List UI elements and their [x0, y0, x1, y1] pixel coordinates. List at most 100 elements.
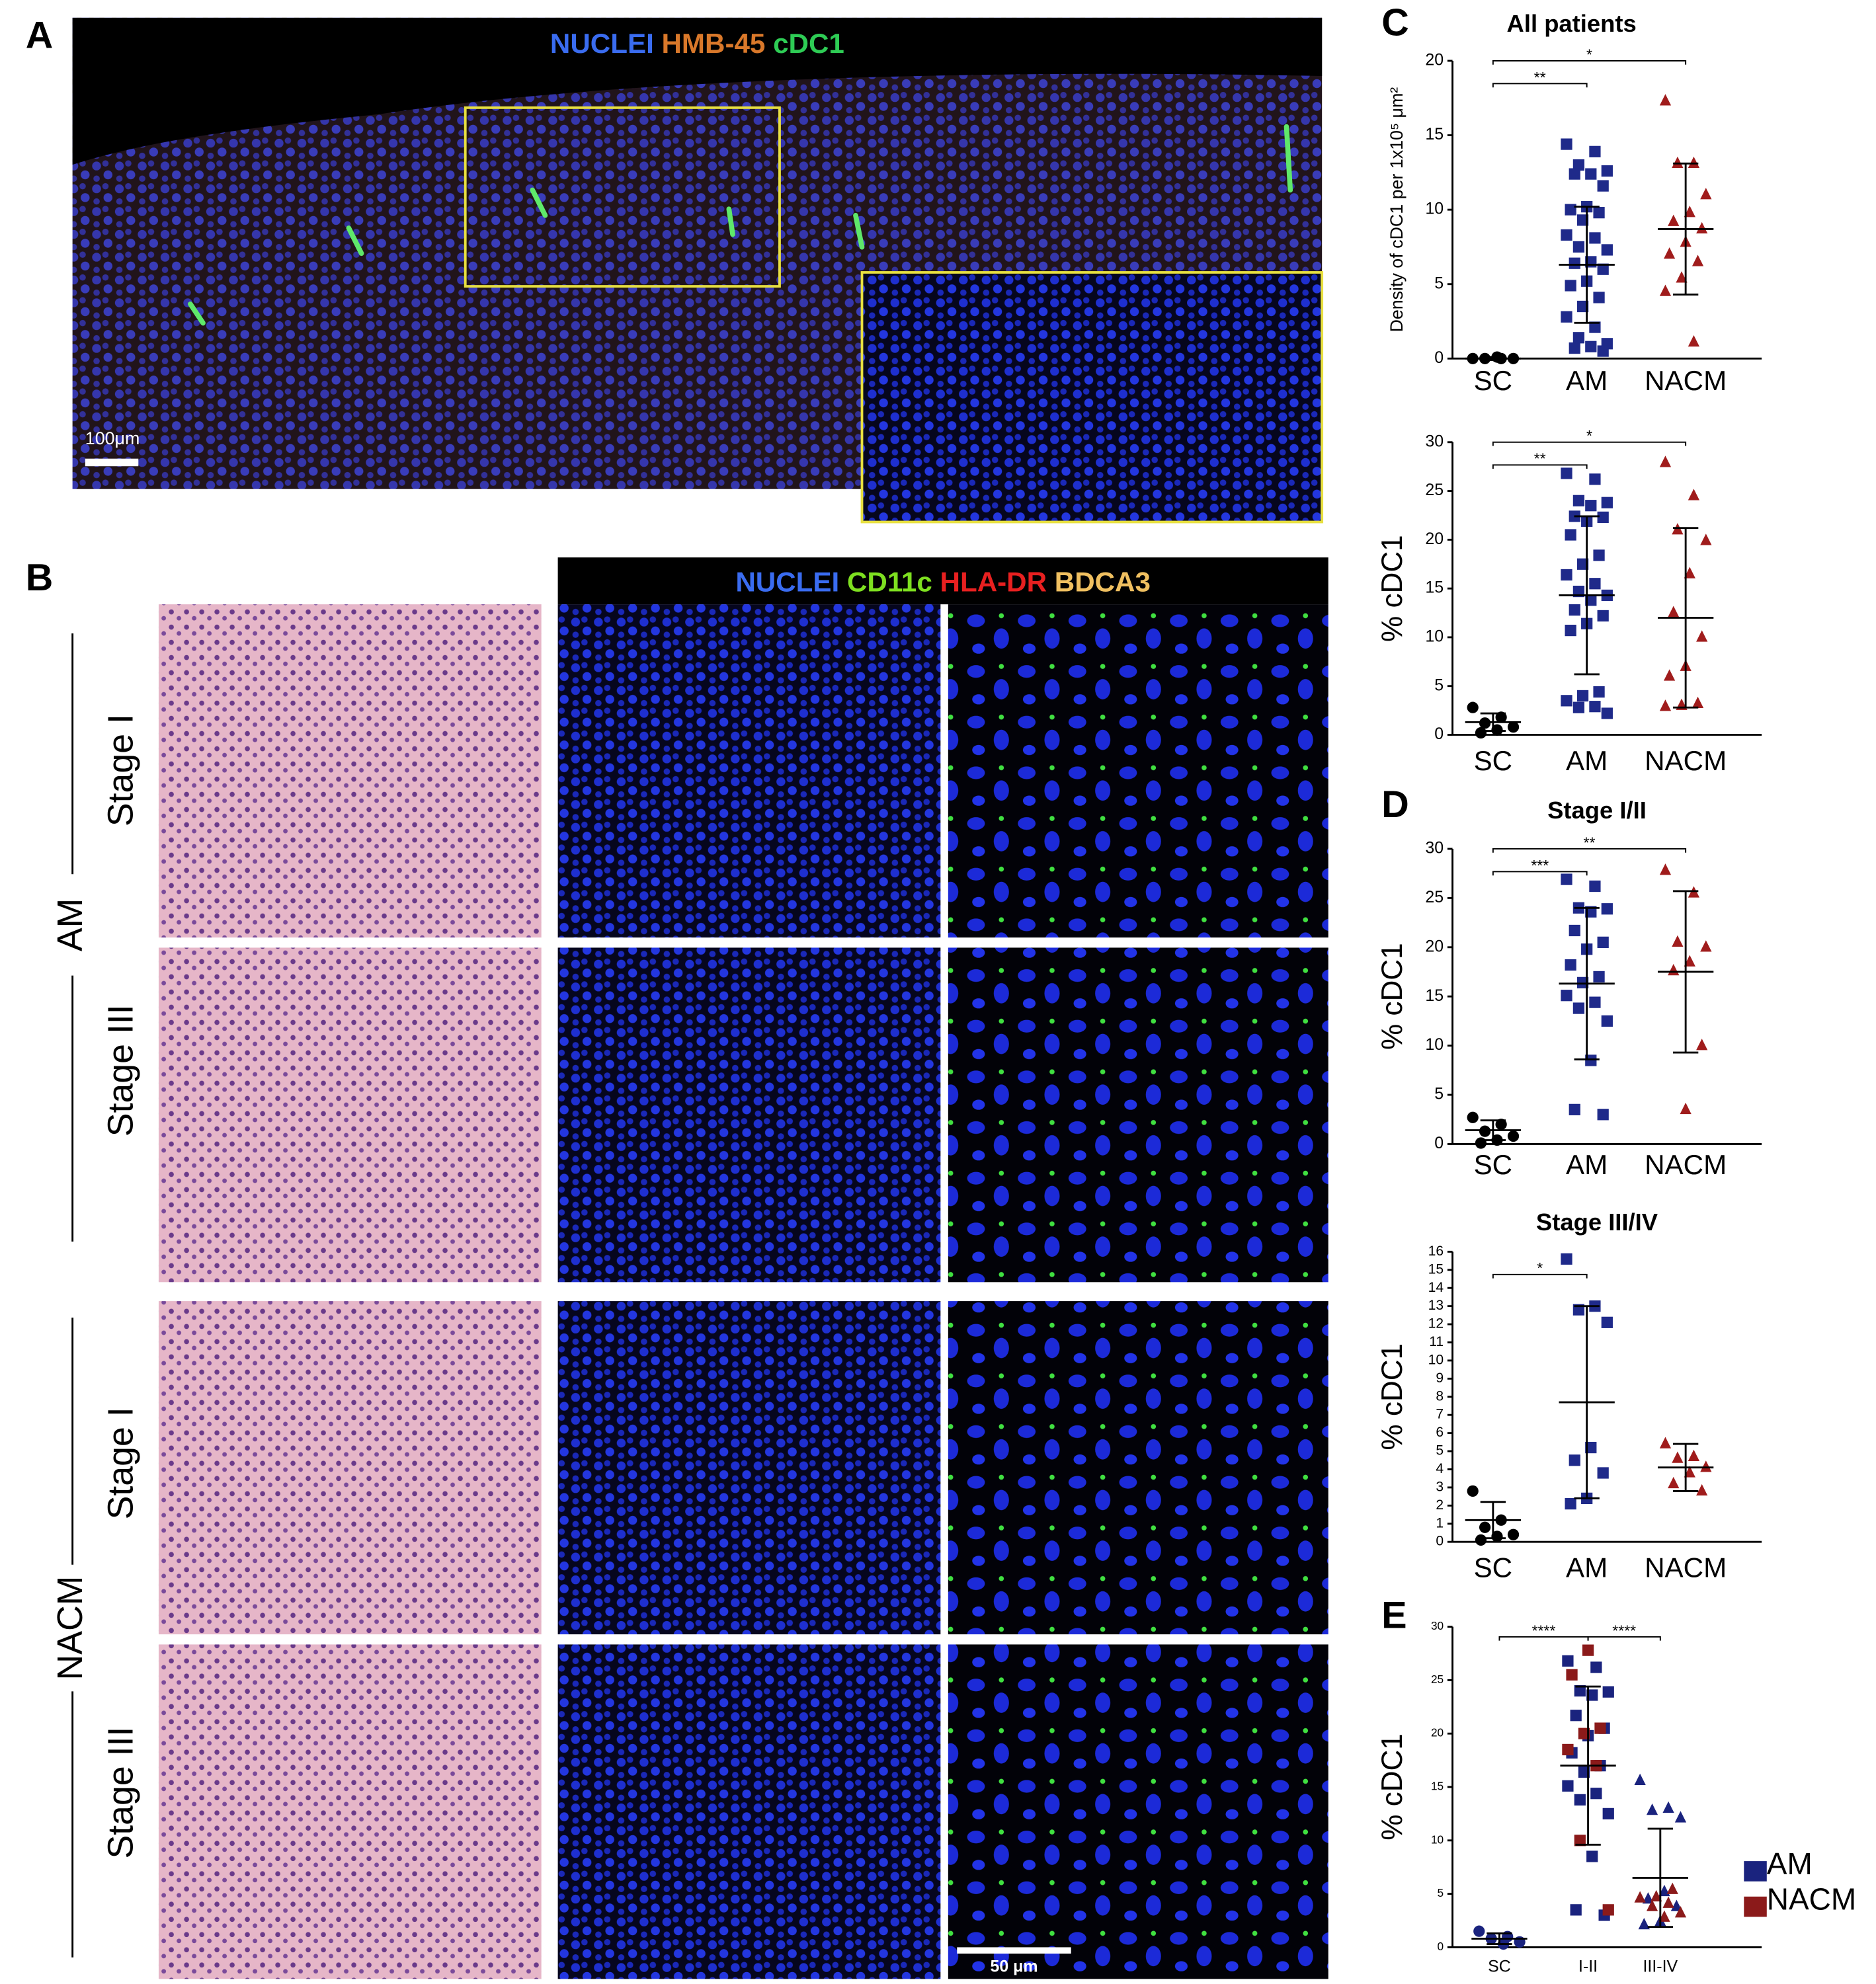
data-point: [1491, 1530, 1503, 1542]
group-label: AM: [50, 898, 90, 951]
data-point: [1578, 1727, 1590, 1739]
y-tick-label: 2: [1436, 1497, 1444, 1513]
data-point: [1585, 500, 1597, 512]
data-point: [1570, 1904, 1582, 1916]
data-point: [1561, 990, 1572, 1002]
data-point: [1659, 284, 1672, 296]
data-point: [1589, 145, 1601, 157]
data-point: [1507, 1130, 1520, 1142]
data-point: [1585, 906, 1597, 918]
row-label: Stage I: [101, 1407, 140, 1519]
micrograph-grid: [158, 604, 1328, 1979]
data-point: [1569, 924, 1580, 937]
y-tick-label: 0: [1434, 348, 1444, 367]
data-point: [1593, 292, 1605, 303]
data-point: [1578, 1766, 1590, 1778]
data-point: [1601, 165, 1613, 177]
data-point: [1562, 1780, 1574, 1792]
x-tick-label: AM: [1566, 1149, 1608, 1180]
data-point: [1692, 696, 1704, 708]
data-point: [1659, 863, 1672, 875]
scale-bar: [85, 458, 139, 467]
data-point: [1593, 207, 1605, 219]
data-point: [1561, 1253, 1572, 1265]
data-point: [1507, 721, 1520, 733]
data-point: [1507, 1528, 1520, 1540]
data-point: [1561, 467, 1572, 479]
y-tick-label: 30: [1425, 432, 1444, 450]
row-label: Stage III: [101, 1727, 140, 1859]
data-point: [1565, 280, 1576, 292]
micrograph: [948, 1644, 1328, 1979]
y-axis-label: Density of cDC1 per 1x10⁵ μm²: [1387, 87, 1407, 333]
data-point: [1593, 549, 1605, 561]
row-label: Stage I: [101, 714, 140, 826]
data-point: [1576, 690, 1589, 702]
data-point: [1674, 1906, 1687, 1918]
scale-bar: [957, 1947, 1071, 1954]
data-point: [1589, 578, 1601, 590]
y-tick-label: 15: [1428, 1261, 1444, 1277]
data-point: [1672, 1451, 1684, 1463]
data-point: [1582, 1644, 1594, 1656]
x-tick-label: AM: [1566, 1552, 1608, 1583]
y-tick-label: 30: [1431, 1619, 1444, 1632]
data-point: [1680, 1102, 1692, 1115]
data-point: [1561, 569, 1572, 581]
data-point: [1601, 903, 1613, 915]
y-tick-label: 15: [1425, 578, 1444, 597]
y-tick-label: 15: [1431, 1780, 1444, 1793]
header-bar: [557, 557, 1328, 605]
data-point: [1597, 345, 1609, 357]
y-tick-label: 25: [1425, 481, 1444, 499]
data-point: [1479, 1521, 1491, 1533]
y-tick-label: 9: [1436, 1370, 1444, 1386]
data-point: [1574, 1685, 1586, 1697]
data-point: [1688, 156, 1700, 169]
data-point: [1585, 594, 1597, 606]
data-point: [1561, 695, 1572, 707]
data-point: [1491, 724, 1503, 736]
data-point: [1634, 1773, 1646, 1786]
y-tick-label: 20: [1425, 530, 1444, 548]
stain-legend: NUCLEI CD11c HLA-DR BDCA3: [735, 567, 1151, 598]
significance-label: **: [1534, 450, 1546, 467]
data-point: [1602, 1807, 1614, 1820]
data-point: [1576, 300, 1589, 313]
data-point: [1688, 335, 1700, 347]
data-point: [1589, 880, 1601, 893]
data-point: [1570, 1710, 1582, 1722]
x-tick-label: SC: [1474, 1552, 1513, 1583]
data-point: [1569, 342, 1580, 354]
data-point: [1684, 206, 1695, 218]
data-point: [1561, 873, 1572, 885]
y-tick-label: 0: [1438, 1940, 1444, 1953]
data-point: [1562, 1655, 1574, 1667]
data-point: [1662, 1896, 1674, 1908]
inset-box: [464, 106, 781, 288]
y-tick-label: 1: [1436, 1515, 1444, 1530]
panel-label: D: [1381, 783, 1409, 826]
data-point: [1572, 495, 1585, 506]
data-point: [1601, 707, 1613, 719]
panel-label: A: [26, 15, 54, 57]
data-point: [1566, 1669, 1578, 1681]
micrograph: [557, 1301, 941, 1635]
y-tick-label: 13: [1428, 1298, 1444, 1313]
y-axis-label: % cDC1: [1376, 1733, 1408, 1841]
micrograph: [948, 604, 1328, 938]
data-point: [1467, 1111, 1479, 1123]
data-point: [1495, 711, 1507, 723]
significance-bracket: [1492, 848, 1687, 853]
data-point: [1651, 1889, 1662, 1902]
y-tick-label: 25: [1431, 1673, 1444, 1686]
y-tick-label: 7: [1436, 1407, 1444, 1422]
y-tick-label: 6: [1436, 1425, 1444, 1440]
significance-label: ****: [1532, 1622, 1556, 1639]
significance-label: *: [1586, 46, 1592, 63]
data-point: [1684, 1466, 1695, 1478]
legend-label: AM: [1767, 1846, 1813, 1881]
x-tick-label: SC: [1474, 365, 1513, 396]
data-point: [1696, 1039, 1708, 1051]
scale-bar-label: 50 μm: [990, 1958, 1038, 1976]
